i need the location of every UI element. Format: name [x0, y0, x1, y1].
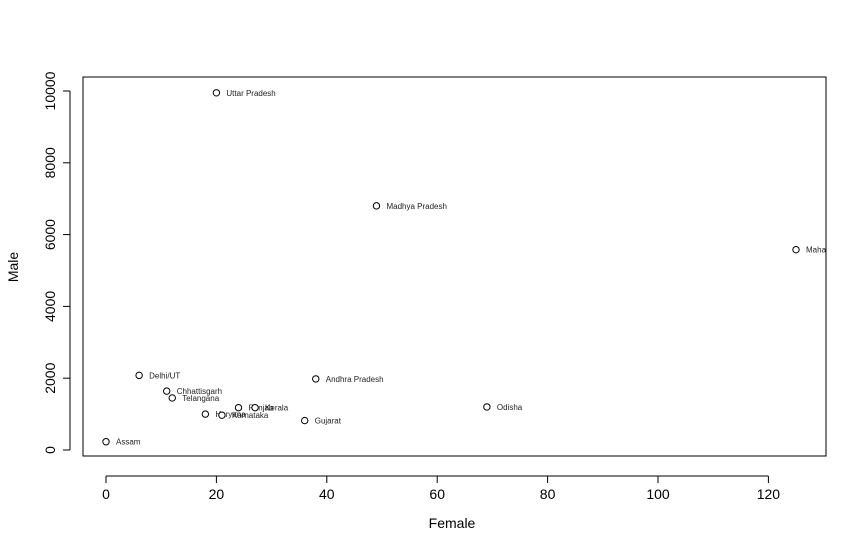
x-tick-label: 40 — [319, 486, 335, 502]
data-point — [135, 371, 143, 380]
point-label: Punjab — [248, 404, 273, 413]
y-tick-label: 8000 — [42, 147, 58, 178]
point-label: Telangana — [182, 394, 219, 403]
point-label: Haryana — [215, 410, 246, 419]
point-label: Kerala — [265, 404, 289, 413]
data-point — [212, 89, 221, 97]
point-label: Gujarat — [315, 417, 342, 426]
x-tick-label: 20 — [209, 486, 225, 502]
point-label: Assam — [116, 438, 141, 447]
x-tick-label: 120 — [757, 486, 781, 502]
point-label: Karnataka — [232, 411, 269, 420]
data-point — [301, 416, 309, 425]
point-label: Madhya Pradesh — [386, 202, 446, 211]
point-label: Odisha — [497, 403, 523, 412]
data-point — [372, 202, 381, 210]
point-label: Uttar Pradesh — [226, 89, 275, 98]
y-tick-label: 2000 — [42, 362, 58, 393]
data-point — [792, 245, 800, 254]
data-point — [218, 411, 226, 419]
data-point — [483, 403, 491, 411]
y-axis-label: Male — [5, 252, 21, 283]
data-point — [163, 387, 171, 395]
x-axis-label: Female — [429, 515, 476, 531]
data-point — [251, 403, 259, 412]
y-tick-label: 4000 — [42, 291, 58, 322]
x-tick-label: 80 — [540, 486, 556, 502]
points-layer: Uttar Pradesh Madhya Pradesh Maha Delhi/UT A… — [102, 89, 827, 447]
x-tick-label: 60 — [429, 486, 445, 502]
plot-frame — [82, 76, 827, 457]
data-point — [234, 403, 243, 412]
data-point — [102, 438, 110, 446]
axes: 0 20 40 60 80 100 120 0 2000 4000 6000 8000 10000 — [42, 71, 827, 502]
x-tick-label: 100 — [646, 486, 670, 502]
y-tick-label: 10000 — [42, 71, 58, 110]
data-point — [168, 394, 176, 402]
y-tick-label: 0 — [42, 446, 58, 454]
data-point — [201, 410, 210, 418]
y-tick-label: 6000 — [42, 219, 58, 250]
point-label: Delhi/UT — [149, 371, 180, 380]
point-label: Andhra Pradesh — [326, 375, 384, 384]
data-point — [312, 375, 320, 383]
point-label: Chhattisgarh — [177, 387, 222, 396]
x-tick-label: 0 — [102, 486, 110, 502]
point-label: Maha — [806, 246, 827, 255]
